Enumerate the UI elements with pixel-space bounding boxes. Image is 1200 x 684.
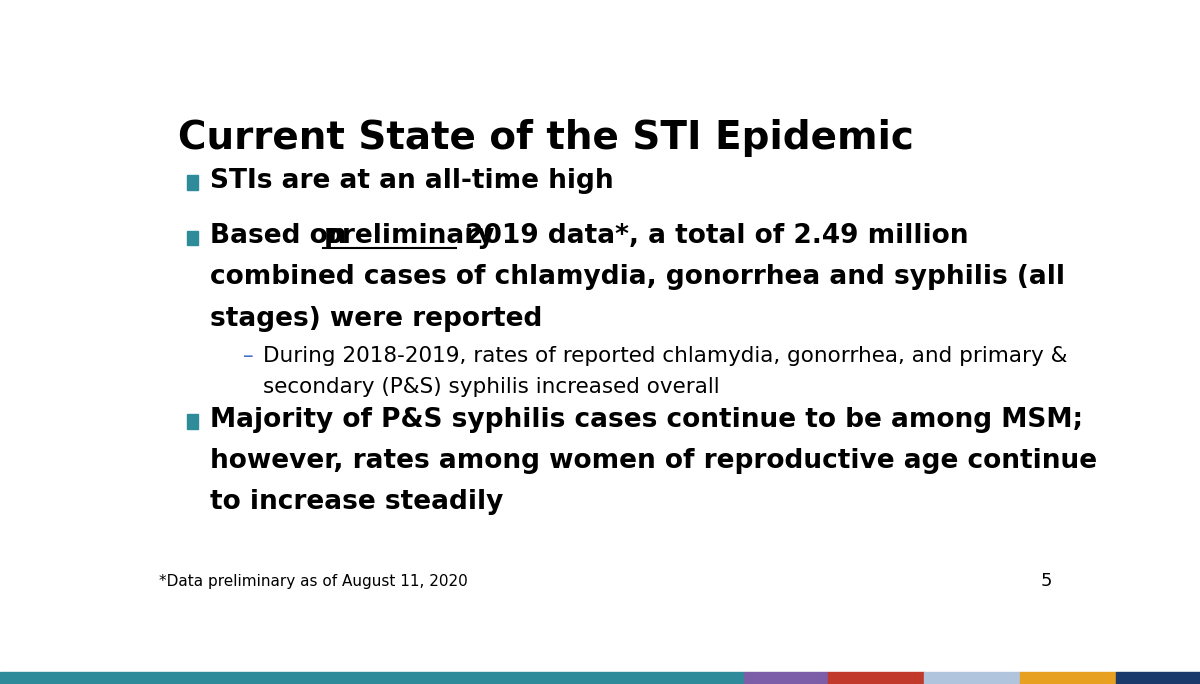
Bar [924, 672, 1020, 684]
Text: 2019 data*, a total of 2.49 million: 2019 data*, a total of 2.49 million [456, 224, 968, 250]
Text: 5: 5 [1040, 573, 1052, 590]
Text: Majority of P&S syphilis cases continue to be among MSM;: Majority of P&S syphilis cases continue … [210, 407, 1084, 433]
Bar [187, 231, 198, 246]
Bar [1020, 672, 1116, 684]
Bar [187, 415, 198, 429]
Bar [1116, 672, 1200, 684]
Text: Based on: Based on [210, 224, 356, 250]
Text: STIs are at an all-time high: STIs are at an all-time high [210, 168, 614, 194]
Text: –: – [242, 347, 253, 367]
Text: During 2018-2019, rates of reported chlamydia, gonorrhea, and primary &: During 2018-2019, rates of reported chla… [264, 347, 1068, 367]
Text: combined cases of chlamydia, gonorrhea and syphilis (all: combined cases of chlamydia, gonorrhea a… [210, 265, 1066, 291]
Bar [828, 672, 924, 684]
Text: secondary (P&S) syphilis increased overall: secondary (P&S) syphilis increased overa… [264, 377, 720, 397]
Text: preliminary: preliminary [323, 224, 494, 250]
Bar [0, 672, 744, 684]
Text: *Data preliminary as of August 11, 2020: *Data preliminary as of August 11, 2020 [160, 574, 468, 589]
Bar [744, 672, 828, 684]
Text: to increase steadily: to increase steadily [210, 489, 504, 515]
Text: stages) were reported: stages) were reported [210, 306, 542, 332]
Bar [187, 175, 198, 190]
Text: Current State of the STI Epidemic: Current State of the STI Epidemic [178, 119, 913, 157]
Text: however, rates among women of reproductive age continue: however, rates among women of reproducti… [210, 448, 1098, 474]
